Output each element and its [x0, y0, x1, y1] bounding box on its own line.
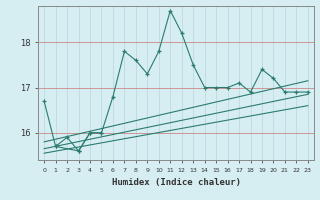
X-axis label: Humidex (Indice chaleur): Humidex (Indice chaleur) — [111, 178, 241, 187]
